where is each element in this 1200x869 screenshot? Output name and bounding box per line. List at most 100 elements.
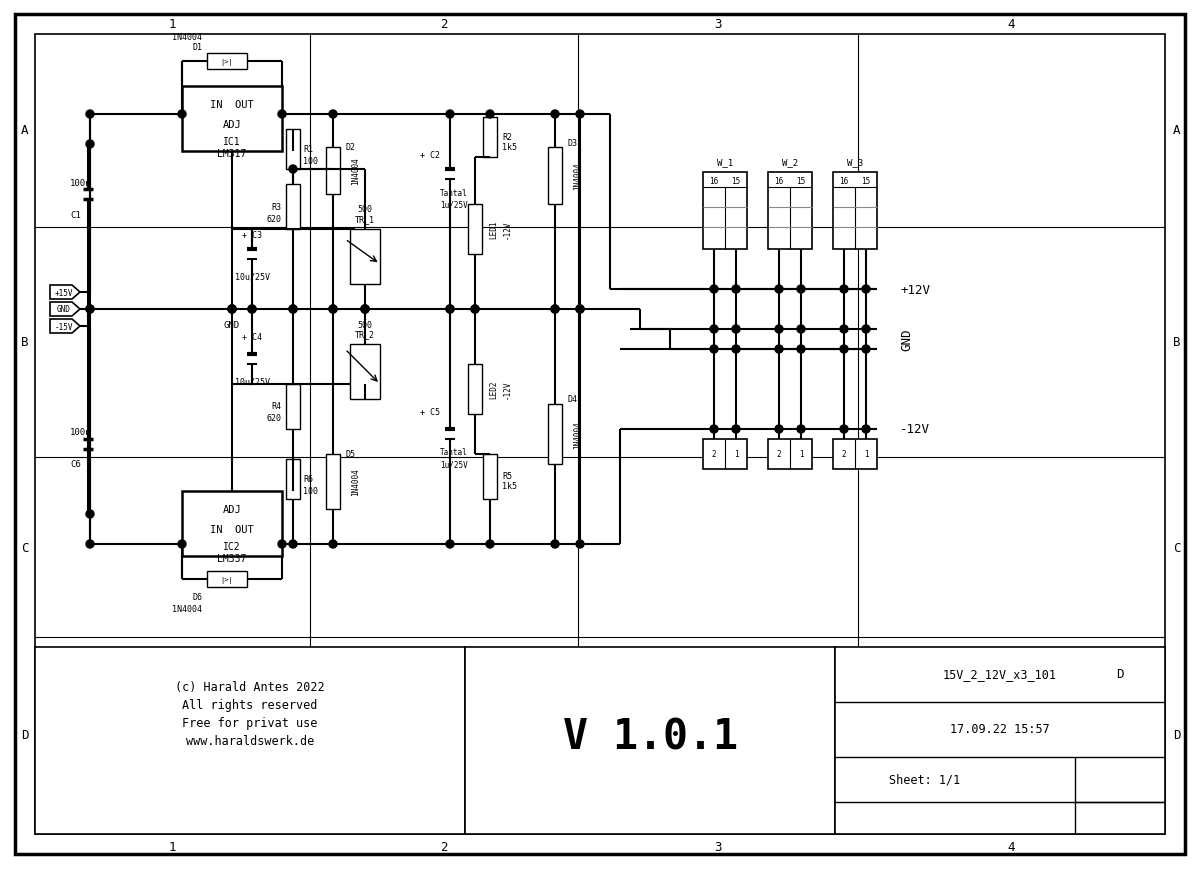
Circle shape (278, 541, 286, 548)
Text: C: C (22, 541, 29, 554)
Circle shape (862, 426, 870, 434)
Circle shape (732, 286, 740, 294)
Text: D2: D2 (346, 143, 355, 152)
Circle shape (329, 541, 337, 548)
Text: + C4: + C4 (242, 333, 262, 342)
Circle shape (228, 306, 236, 314)
Bar (182, 87, 282, 152)
Text: 100n: 100n (70, 428, 91, 437)
Bar (548, 405, 562, 464)
Circle shape (86, 111, 94, 119)
Circle shape (86, 541, 94, 548)
Text: -12V: -12V (503, 221, 512, 239)
Text: 1: 1 (799, 450, 803, 459)
Text: V 1.0.1: V 1.0.1 (563, 716, 738, 758)
Text: Tantal: Tantal (440, 189, 468, 197)
Text: 3: 3 (714, 840, 721, 853)
Text: 1u/25V: 1u/25V (440, 460, 468, 469)
Circle shape (86, 306, 94, 314)
Text: |>|: |>| (221, 576, 233, 583)
Bar (208, 54, 247, 70)
Bar (484, 454, 497, 500)
Text: D3: D3 (568, 138, 577, 148)
Text: 1N4004: 1N4004 (352, 157, 360, 185)
Text: 17.09.22 15:57: 17.09.22 15:57 (950, 723, 1050, 736)
Circle shape (86, 141, 94, 149)
Circle shape (329, 306, 337, 314)
Circle shape (797, 286, 805, 294)
Text: A: A (22, 124, 29, 137)
Circle shape (248, 306, 256, 314)
Bar (286, 129, 300, 169)
Circle shape (576, 111, 584, 119)
Circle shape (178, 541, 186, 548)
Text: W_2: W_2 (782, 158, 798, 168)
Bar (286, 185, 300, 229)
Circle shape (710, 346, 718, 354)
Bar (835, 647, 1165, 834)
Bar (484, 118, 497, 158)
Text: 15: 15 (797, 176, 805, 185)
Text: 500: 500 (358, 205, 372, 215)
Circle shape (178, 111, 186, 119)
Bar (350, 229, 380, 285)
Circle shape (446, 306, 454, 314)
Circle shape (732, 426, 740, 434)
Circle shape (472, 306, 479, 314)
Circle shape (710, 326, 718, 334)
Text: R6: R6 (304, 475, 313, 484)
Text: GND: GND (224, 322, 240, 330)
Circle shape (446, 111, 454, 119)
Circle shape (86, 306, 94, 314)
Text: 4: 4 (1007, 18, 1015, 31)
Circle shape (551, 541, 559, 548)
Text: 100: 100 (304, 487, 318, 496)
Text: 1N4004: 1N4004 (172, 605, 202, 614)
Circle shape (775, 346, 784, 354)
Text: ADJ: ADJ (223, 120, 241, 129)
Circle shape (486, 541, 494, 548)
Text: 100: 100 (304, 157, 318, 166)
Text: 500: 500 (358, 320, 372, 329)
Circle shape (840, 346, 848, 354)
Text: A: A (1174, 124, 1181, 137)
Text: All rights reserved: All rights reserved (182, 699, 318, 712)
Text: 15V_2_12V_x3_101: 15V_2_12V_x3_101 (943, 667, 1057, 680)
Text: GND: GND (58, 305, 71, 314)
Text: IN  OUT: IN OUT (210, 100, 254, 109)
Circle shape (551, 111, 559, 119)
Text: + C3: + C3 (242, 230, 262, 239)
Text: GND: GND (900, 328, 913, 351)
Text: Tantal: Tantal (440, 448, 468, 457)
Circle shape (228, 306, 236, 314)
Circle shape (775, 426, 784, 434)
Bar (286, 385, 300, 429)
Circle shape (86, 510, 94, 519)
Circle shape (248, 306, 256, 314)
Text: 15: 15 (731, 176, 740, 185)
Text: C6: C6 (70, 460, 80, 469)
Circle shape (840, 286, 848, 294)
Text: B: B (22, 336, 29, 349)
Bar (468, 365, 482, 415)
Text: TR_1: TR_1 (355, 216, 376, 224)
Text: 16: 16 (709, 176, 719, 185)
Text: D5: D5 (346, 450, 355, 459)
Circle shape (710, 426, 718, 434)
Text: 16: 16 (774, 176, 784, 185)
Text: IC2: IC2 (223, 541, 241, 551)
Text: LED2: LED2 (490, 381, 498, 399)
Circle shape (797, 426, 805, 434)
Circle shape (797, 326, 805, 334)
Text: 2: 2 (440, 18, 448, 31)
Text: www.haraldswerk.de: www.haraldswerk.de (186, 734, 314, 747)
Text: 2: 2 (712, 450, 716, 459)
Bar (548, 148, 562, 205)
Circle shape (797, 346, 805, 354)
Circle shape (361, 306, 370, 314)
Text: D6: D6 (192, 593, 202, 602)
Circle shape (551, 306, 559, 314)
Text: LED1: LED1 (490, 221, 498, 239)
Text: D: D (22, 729, 29, 741)
Text: 10u/25V: 10u/25V (234, 272, 270, 282)
